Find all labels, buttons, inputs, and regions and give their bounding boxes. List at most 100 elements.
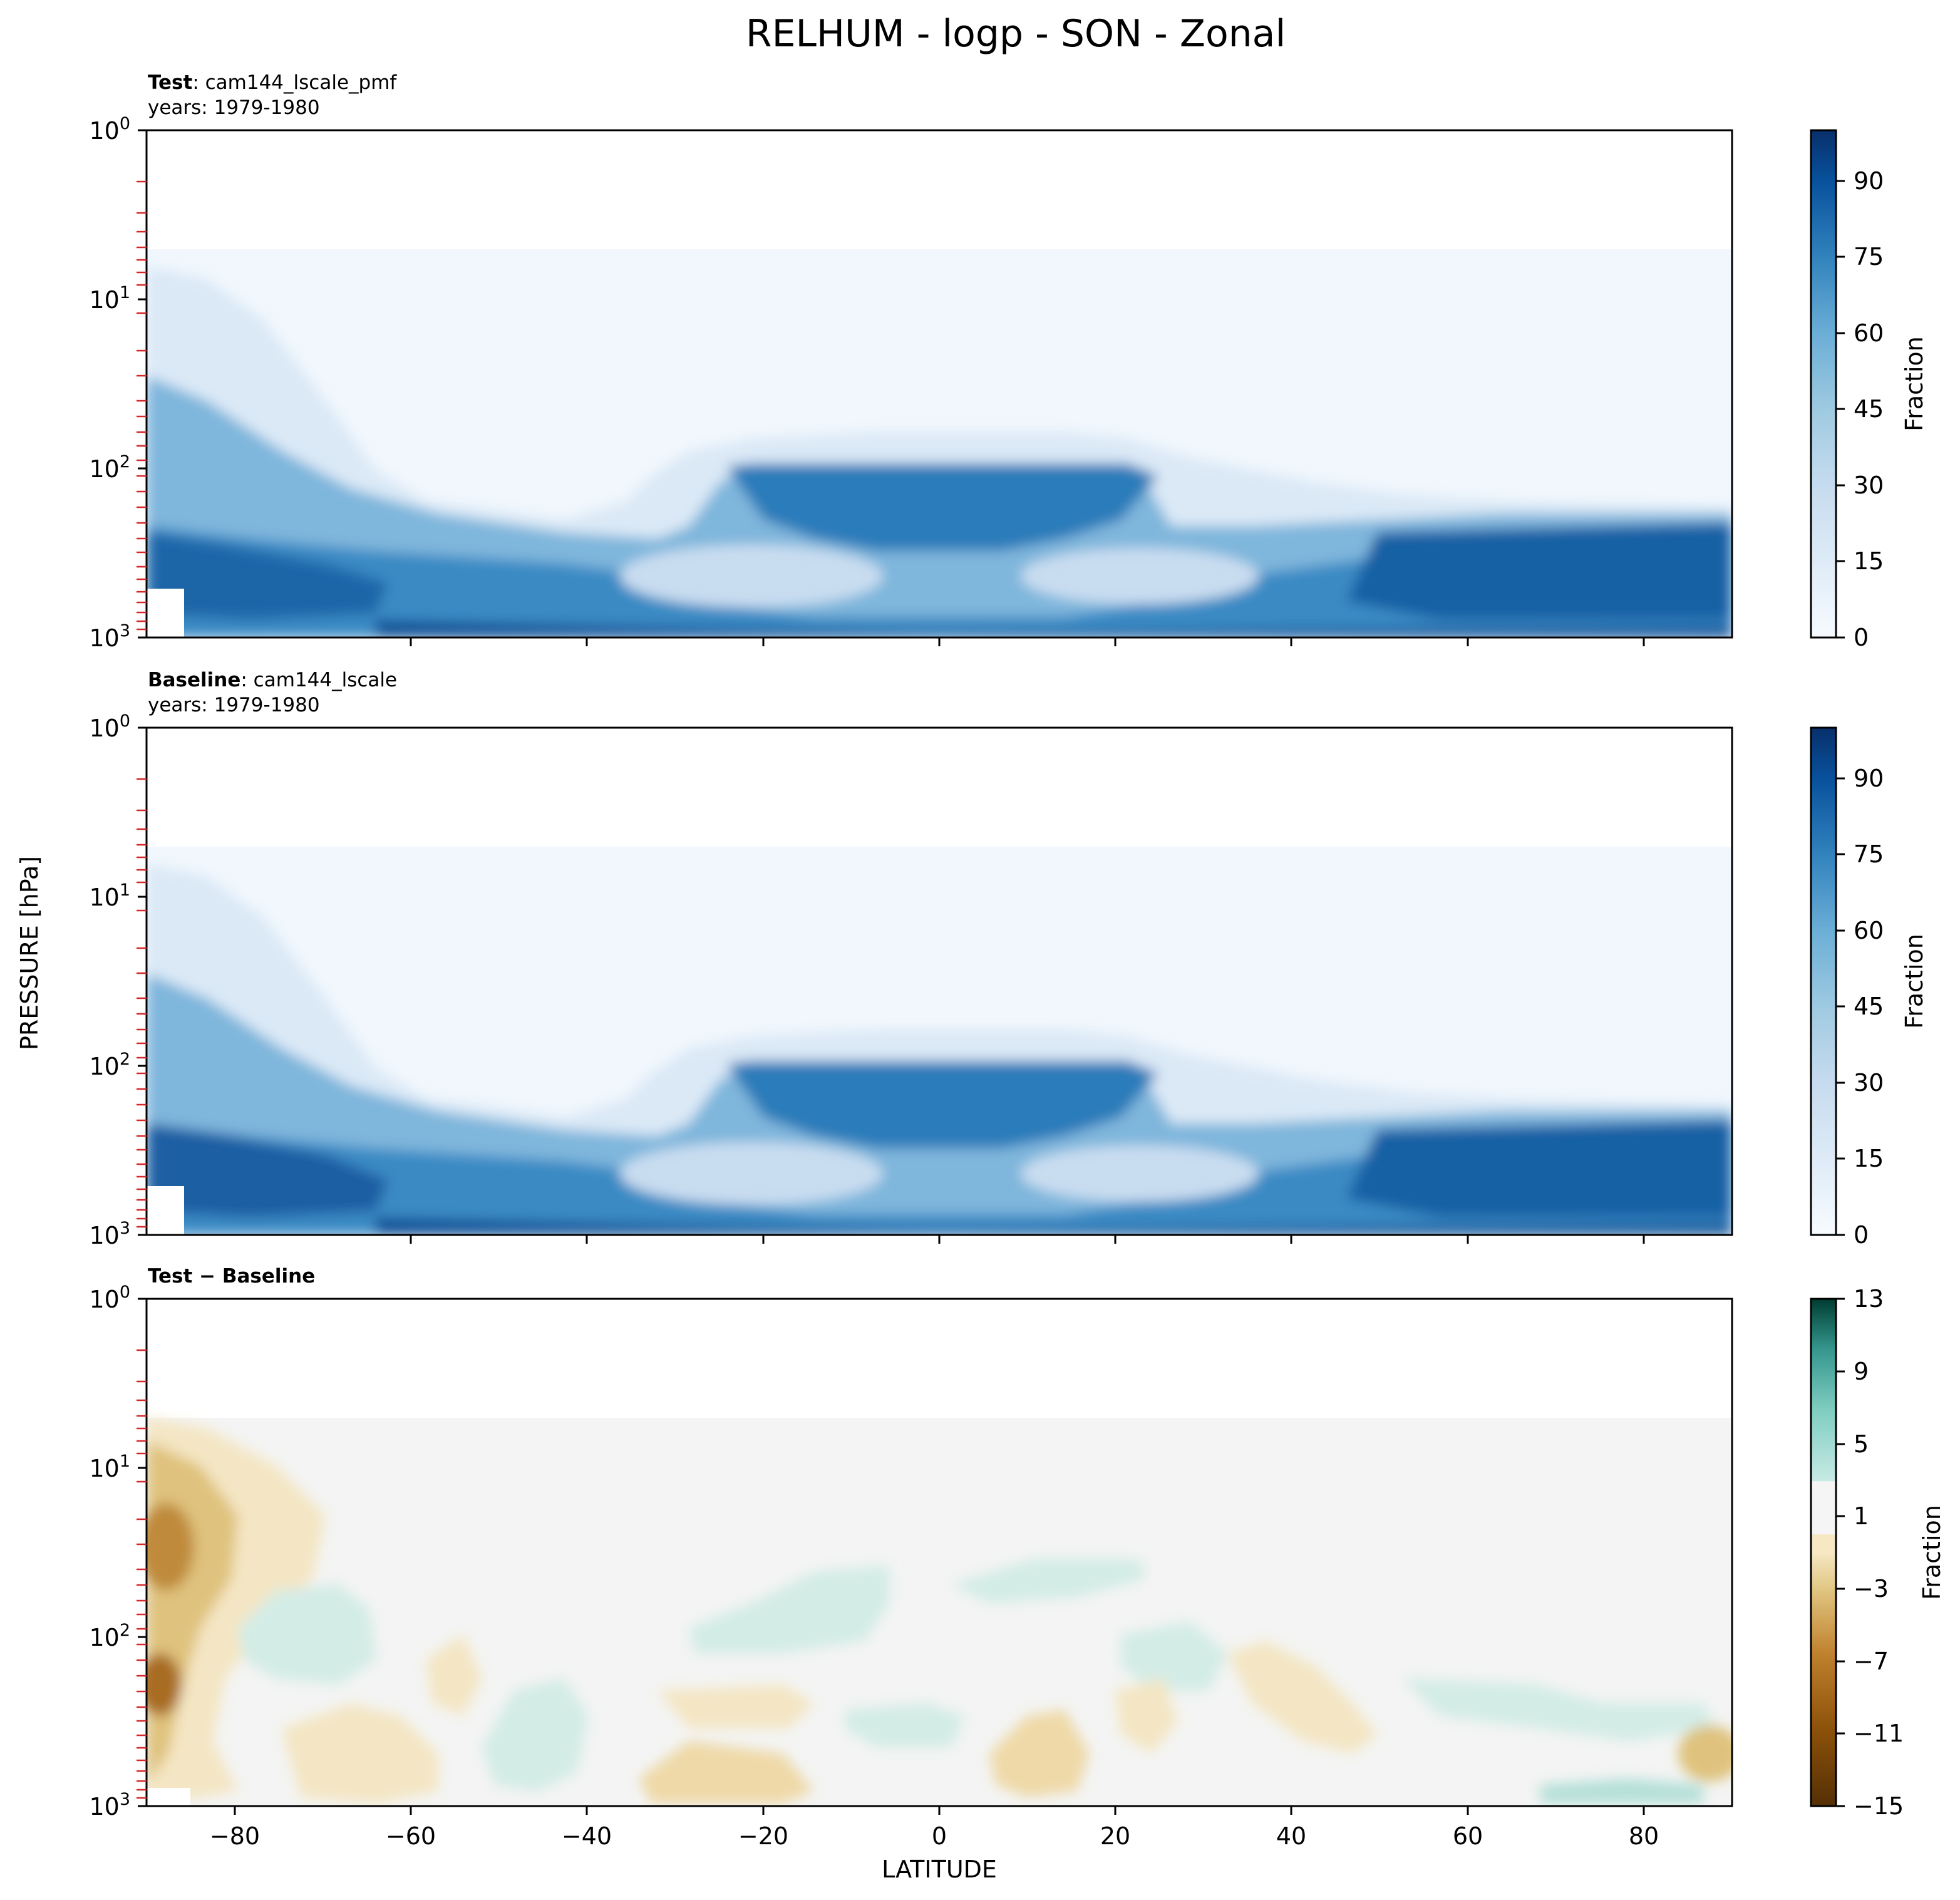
panel-test: Test: cam144_lscale_pmf years: 1979-1980 xyxy=(89,71,1928,652)
panel-test-surface-moist xyxy=(147,526,1732,638)
figure-title: RELHUM - logp - SON - Zonal xyxy=(746,12,1286,56)
colorbar-tick-label: 90 xyxy=(1854,167,1884,195)
panel-baseline-xtick-marks xyxy=(410,1235,1645,1244)
panel-diff-field xyxy=(147,1299,1732,1806)
panel-diff-moist-patch-nh-upper xyxy=(952,1559,1146,1603)
colorbar-tick-label: 15 xyxy=(1854,1145,1884,1172)
panel-test-years: years: 1979-1980 xyxy=(148,96,320,119)
panel-diff-surface-mask xyxy=(147,1788,190,1806)
panel-diff-xtick-labels: −80 −60 −40 −20 0 20 40 60 80 xyxy=(210,1822,1659,1850)
panel-test-surface-max xyxy=(376,620,1732,638)
colorbar-tick-label: −3 xyxy=(1854,1575,1889,1603)
colorbar-tick-label: 15 xyxy=(1854,547,1884,575)
panel-diff-moist-patch-tropic-upper xyxy=(689,1566,889,1653)
panel-test-colorbar-ticks xyxy=(1836,180,1845,639)
panel-baseline-subtropic-dry-south xyxy=(620,1142,883,1205)
panel-baseline-colorbar-ticklabels: 0 15 30 45 60 75 90 xyxy=(1854,765,1884,1249)
panel-diff-dry-patch-near-surface xyxy=(639,1741,814,1804)
panel-test-subtropic-dry-south xyxy=(620,545,883,607)
panel-baseline-name-rest: : cam144_lscale xyxy=(240,669,397,691)
panel-diff-moist-patch-arctic xyxy=(1403,1678,1716,1741)
panel-diff-ytick-labels: 100 101 102 103 xyxy=(89,1283,130,1820)
panel-baseline-name-bold: Baseline xyxy=(148,669,240,691)
panel-test-level-ticks xyxy=(137,180,147,631)
colorbar-tick-label: 0 xyxy=(1854,624,1869,651)
panel-diff-moist-patch-south xyxy=(238,1584,376,1685)
panel-diff-dry-patch-equator xyxy=(989,1710,1090,1797)
panel-test-surface-mask xyxy=(147,589,184,638)
colorbar-tick-label: 5 xyxy=(1854,1430,1869,1458)
panel-baseline-tropical-upper-rh xyxy=(726,1061,1158,1149)
panel-diff-polar-dry-core-lower xyxy=(147,1653,182,1716)
panel-baseline-name: Baseline: cam144_lscale xyxy=(148,669,397,691)
panel-test-arctic-moist xyxy=(1346,523,1732,620)
panel-baseline-ytick-label: 102 xyxy=(89,1050,130,1080)
panel-test-ytick-label: 103 xyxy=(89,621,130,652)
panel-diff-ytick-label: 102 xyxy=(89,1621,130,1651)
panel-diff-ytick-label: 100 xyxy=(89,1283,130,1313)
colorbar-tick-label: 9 xyxy=(1854,1358,1869,1385)
panel-diff-moist-patch-southmid xyxy=(482,1678,589,1791)
colorbar-tick-label: 60 xyxy=(1854,319,1884,347)
panel-diff-colorbar-ticklabels: 13 9 5 1 −3 −7 −11 −15 xyxy=(1854,1285,1904,1820)
panel-baseline-ytick-label: 100 xyxy=(89,711,130,742)
panel-test-ytick-label: 100 xyxy=(89,114,130,145)
panel-test-colorbar-label: Fraction xyxy=(1901,336,1928,431)
colorbar-tick-label: −15 xyxy=(1854,1792,1904,1820)
colorbar-tick-label: 30 xyxy=(1854,472,1884,499)
xtick-label: 20 xyxy=(1100,1822,1130,1850)
panel-baseline: Baseline: cam144_lscale years: 1979-1980 xyxy=(89,669,1928,1249)
panel-test-name-rest: : cam144_lscale_pmf xyxy=(192,71,397,94)
panel-baseline-level-ticks xyxy=(137,778,147,1228)
panel-diff-colorbar xyxy=(1810,1298,1837,1807)
panel-diff-dry-patch-nh-25 xyxy=(1115,1678,1177,1753)
panel-diff: Test − Baseline xyxy=(89,1265,1946,1850)
xtick-label: 0 xyxy=(932,1822,947,1850)
panel-diff-xtick-marks xyxy=(234,1806,1645,1815)
xtick-label: −20 xyxy=(738,1822,788,1850)
panel-baseline-surface-mask xyxy=(147,1186,184,1235)
panel-test-subtropic-dry-north xyxy=(1021,548,1259,604)
panel-diff-dry-patch-nh-40 xyxy=(1227,1641,1378,1753)
colorbar-tick-label: −7 xyxy=(1854,1648,1889,1675)
panel-diff-moist-patch-arctic-surface xyxy=(1540,1779,1703,1804)
panel-baseline-colorbar-label: Fraction xyxy=(1901,934,1928,1029)
panel-diff-level-ticks xyxy=(137,1349,147,1799)
panel-baseline-colorbar xyxy=(1810,726,1837,1236)
panel-test-tropical-upper-rh xyxy=(726,463,1158,551)
panel-diff-dry-patch-south-lower xyxy=(282,1703,438,1804)
xtick-label: 60 xyxy=(1453,1822,1483,1850)
panel-diff-moist-patch-nh-lower xyxy=(845,1703,964,1747)
panel-baseline-arctic-moist xyxy=(1346,1120,1732,1217)
xtick-label: −60 xyxy=(386,1822,436,1850)
xtick-label: −40 xyxy=(562,1822,612,1850)
xtick-label: 40 xyxy=(1276,1822,1306,1850)
panel-baseline-antarctic-moist xyxy=(147,1123,388,1217)
xtick-label: −80 xyxy=(210,1822,260,1850)
panel-test-name-bold: Test xyxy=(148,71,193,94)
panel-baseline-ytick-label: 101 xyxy=(89,880,130,911)
colorbar-tick-label: −11 xyxy=(1854,1720,1904,1747)
panel-baseline-ytick-labels: 100 101 102 103 xyxy=(89,711,130,1249)
panel-diff-moist-patch-nh-mid xyxy=(1121,1622,1227,1691)
panel-test-field xyxy=(147,130,1732,638)
panel-diff-ytick-label: 103 xyxy=(89,1790,130,1820)
panel-test-antarctic-moist xyxy=(147,532,388,620)
colorbar-tick-label: 60 xyxy=(1854,917,1884,944)
colorbar-tick-label: 1 xyxy=(1854,1502,1869,1530)
panel-test-ytick-marks xyxy=(138,129,147,639)
colorbar-tick-label: 30 xyxy=(1854,1069,1884,1097)
panel-test-ytick-labels: 100 101 102 103 xyxy=(89,114,130,652)
x-axis-label: LATITUDE xyxy=(882,1856,997,1883)
colorbar-tick-label: 75 xyxy=(1854,840,1884,868)
panel-diff-dry-patch-arctic-surface xyxy=(1678,1725,1732,1782)
panel-baseline-field xyxy=(147,728,1732,1235)
panel-diff-dry-patch-sh-mid xyxy=(426,1634,482,1716)
panel-test-colorbar-ticklabels: 0 15 30 45 60 75 90 xyxy=(1854,167,1884,651)
y-axis-label: PRESSURE [hPa] xyxy=(16,856,43,1050)
xtick-label: 80 xyxy=(1629,1822,1659,1850)
panel-test-ytick-label: 102 xyxy=(89,452,130,483)
colorbar-tick-label: 45 xyxy=(1854,395,1884,423)
panel-diff-colorbar-label: Fraction xyxy=(1918,1505,1946,1600)
colorbar-tick-label: 90 xyxy=(1854,765,1884,792)
